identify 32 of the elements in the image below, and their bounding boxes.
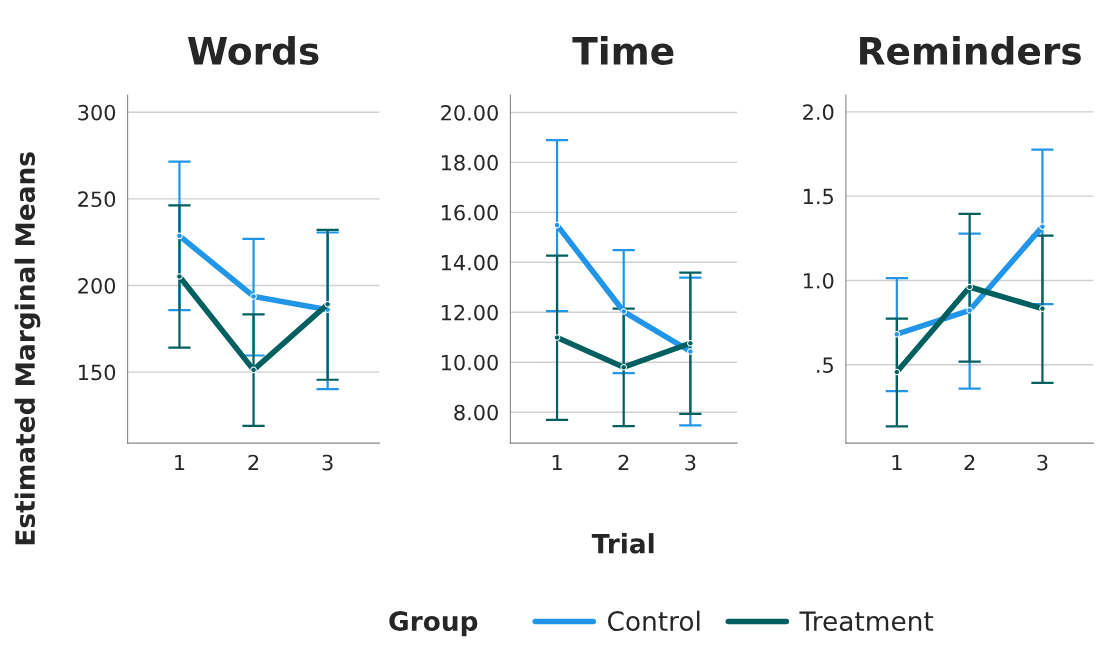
chart-title: Words <box>187 35 319 65</box>
y-tick-label: 2.0 <box>803 104 834 121</box>
x-tick-label: 1 <box>892 454 902 471</box>
chart-title: Reminders <box>860 35 1081 65</box>
y-tick-label: 1.5 <box>803 188 833 205</box>
legend-label: Control <box>607 610 700 632</box>
x-tick-label: 3 <box>1037 454 1048 471</box>
y-tick-label: 200 <box>78 277 116 294</box>
y-tick-label: 1.0 <box>803 272 834 289</box>
x-tick-label: 2 <box>618 454 629 471</box>
y-tick-label: 250 <box>78 191 116 208</box>
legend-label: Treatment <box>799 611 934 632</box>
x-tick-label: 1 <box>175 454 185 471</box>
chart-title: Time <box>572 35 674 65</box>
x-tick-label: 2 <box>248 454 259 471</box>
y-tick-label: 18.00 <box>441 154 498 171</box>
y-tick-label: 14.00 <box>441 254 498 271</box>
x-tick-label: 1 <box>552 454 562 471</box>
legend-title: Group <box>389 611 478 637</box>
x-axis-title: Trial <box>591 533 654 554</box>
y-tick-label: 10.00 <box>441 354 498 371</box>
y-tick-label: 300 <box>78 104 116 121</box>
x-tick-label: 3 <box>685 454 696 471</box>
y-tick-label: 20.00 <box>441 104 498 121</box>
x-tick-label: 2 <box>964 454 975 471</box>
y-tick-label: 12.00 <box>441 304 498 321</box>
y-tick-label: 8.00 <box>454 404 498 421</box>
y-tick-label: 16.00 <box>441 204 498 221</box>
y-axis-title: Estimated Marginal Means <box>14 152 41 545</box>
x-tick-label: 3 <box>322 454 333 471</box>
y-tick-label: 150 <box>79 364 116 381</box>
y-tick-label: .5 <box>817 357 833 373</box>
